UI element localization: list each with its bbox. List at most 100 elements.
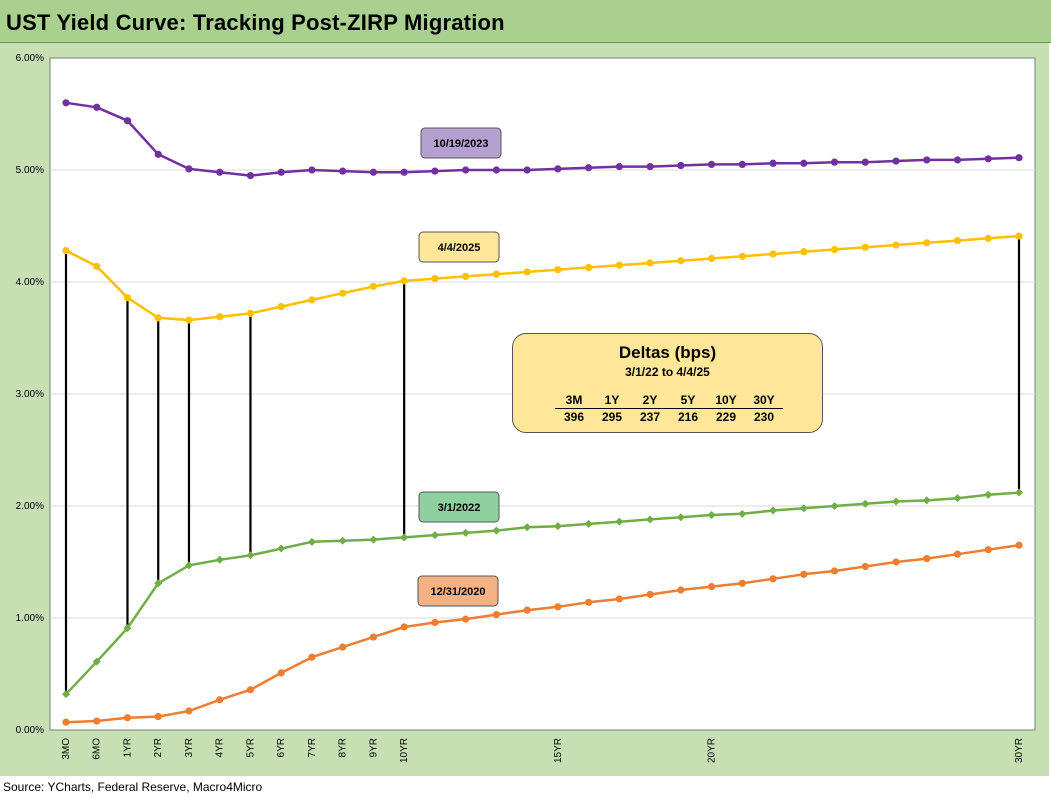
data-point xyxy=(246,686,255,694)
data-point xyxy=(492,270,500,278)
data-point xyxy=(800,570,808,578)
data-point xyxy=(246,172,255,180)
data-point xyxy=(93,103,101,111)
data-point xyxy=(677,257,685,265)
series-label-box xyxy=(418,231,500,263)
x-tick-label: 2YR xyxy=(153,738,164,757)
data-point xyxy=(923,156,931,164)
data-point xyxy=(892,497,901,506)
data-point xyxy=(308,296,316,304)
data-point xyxy=(400,168,408,176)
data-point xyxy=(154,712,162,721)
data-point xyxy=(799,504,808,513)
data-point xyxy=(585,263,593,272)
data-point xyxy=(431,618,439,627)
data-point xyxy=(154,579,163,588)
data-point xyxy=(123,624,132,633)
data-point xyxy=(369,168,378,176)
data-point xyxy=(585,598,593,606)
x-tick-label: 15YR xyxy=(553,738,564,763)
data-point xyxy=(462,166,470,174)
yield-curve-chart: 0.00% 1.00% 2.00% 3.00% 4.00% 5.00% 6.00% 3MO 6M… xyxy=(16,53,1036,763)
data-point xyxy=(1015,154,1023,162)
deltas-value: 396 xyxy=(563,410,585,424)
data-point xyxy=(554,266,562,274)
series-label-box xyxy=(417,575,499,607)
data-point xyxy=(277,669,285,677)
data-point xyxy=(615,261,623,269)
data-point xyxy=(339,167,347,175)
data-point xyxy=(523,606,531,614)
x-tick-label: 9YR xyxy=(368,738,379,757)
data-point xyxy=(861,158,869,166)
data-point xyxy=(676,513,685,522)
deltas-value: 216 xyxy=(677,410,699,424)
deltas-value: 295 xyxy=(601,410,623,424)
data-point xyxy=(277,544,286,553)
data-point xyxy=(461,528,470,537)
x-tick-label: 1YR xyxy=(122,738,133,757)
y-tick-label: 1.00% xyxy=(16,613,44,624)
data-point xyxy=(185,165,193,173)
data-point xyxy=(769,250,777,258)
data-point xyxy=(246,309,255,317)
data-point xyxy=(892,241,900,249)
data-point xyxy=(123,714,132,722)
data-point xyxy=(492,526,501,535)
data-point xyxy=(62,718,70,726)
data-point xyxy=(62,690,70,699)
x-tick-label: 4YR xyxy=(215,738,226,757)
data-point xyxy=(123,117,132,125)
deltas-value: 229 xyxy=(715,410,737,424)
data-point xyxy=(400,533,409,542)
series-line xyxy=(65,491,1020,696)
data-point xyxy=(92,657,101,666)
x-tick-label: 20YR xyxy=(707,738,718,763)
deltas-header: 3M xyxy=(555,392,593,409)
data-point xyxy=(154,150,162,158)
data-point xyxy=(369,633,378,641)
source-note: Source: YCharts, Federal Reserve, Macro4… xyxy=(3,780,263,794)
series-label: 12/31/2020 xyxy=(430,586,485,598)
y-tick-label: 2.00% xyxy=(16,501,44,512)
deltas-header: 30Y xyxy=(745,392,783,409)
data-point xyxy=(953,236,962,245)
data-point xyxy=(216,313,224,321)
y-tick-label: 0.00% xyxy=(16,725,44,736)
data-point xyxy=(830,158,839,166)
deltas-header: 5Y xyxy=(669,392,707,409)
data-point xyxy=(984,234,992,242)
y-tick-label: 6.00% xyxy=(16,53,44,64)
data-point xyxy=(646,590,654,599)
data-point xyxy=(1015,488,1023,497)
deltas-subtitle: 3/1/22 to 4/4/25 xyxy=(625,365,710,379)
data-point xyxy=(462,615,470,623)
y-tick-label: 3.00% xyxy=(16,389,44,400)
data-point xyxy=(93,717,101,725)
deltas-value-row: 396 295 237 216 229 230 xyxy=(555,409,783,426)
data-point xyxy=(830,245,839,254)
data-point xyxy=(369,282,378,291)
data-point xyxy=(185,707,193,715)
data-point xyxy=(646,515,655,524)
data-point xyxy=(339,643,347,651)
data-point xyxy=(462,272,470,280)
x-tick-label: 3MO xyxy=(61,738,72,760)
data-point xyxy=(738,509,747,518)
data-point xyxy=(1015,232,1023,240)
data-point xyxy=(1015,541,1023,549)
data-point xyxy=(246,551,255,560)
data-point xyxy=(738,252,746,260)
data-point xyxy=(707,160,716,168)
data-point xyxy=(769,575,777,583)
data-point xyxy=(769,159,777,167)
data-point xyxy=(216,696,224,704)
data-point xyxy=(861,499,870,508)
data-point xyxy=(830,502,839,510)
data-point xyxy=(953,156,962,164)
series-label-box xyxy=(418,491,500,523)
data-point xyxy=(707,583,716,591)
data-point xyxy=(492,611,500,619)
data-point xyxy=(554,603,562,611)
data-point xyxy=(62,99,70,107)
